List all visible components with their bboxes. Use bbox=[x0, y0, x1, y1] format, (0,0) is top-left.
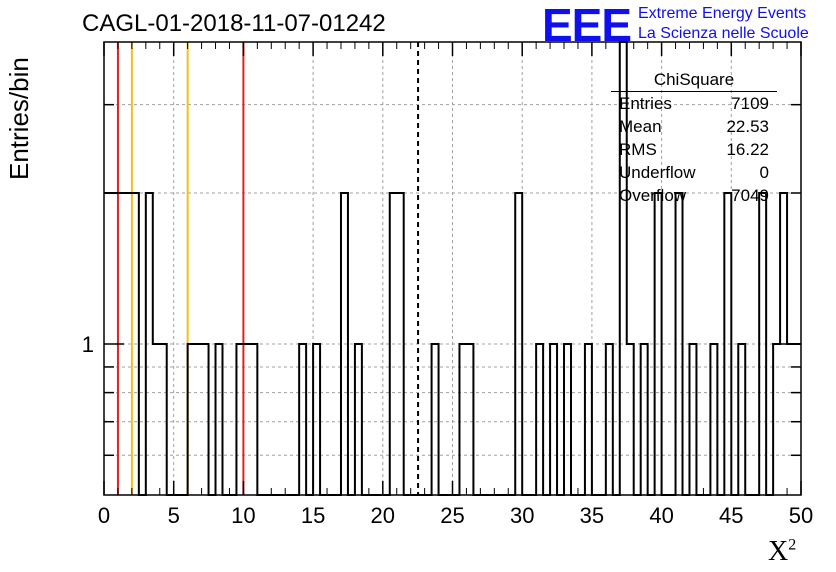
stats-label: Entries bbox=[619, 94, 672, 113]
x-tick-label: 30 bbox=[510, 503, 534, 528]
x-tick-label: 5 bbox=[168, 503, 180, 528]
stats-label: Overflow bbox=[619, 186, 687, 205]
chart-title: CAGL-01-2018-11-07-01242 bbox=[82, 10, 386, 37]
stats-label: RMS bbox=[619, 140, 657, 159]
x-tick-label: 40 bbox=[649, 503, 673, 528]
x-axis-label-base: X bbox=[768, 536, 789, 567]
stats-box: ChiSquare Entries 7109 Mean 22.53 RMS 16.22… bbox=[611, 68, 777, 207]
stats-row-overflow: Overflow 7049 bbox=[611, 184, 777, 207]
x-tick-label: 25 bbox=[440, 503, 464, 528]
stats-row-entries: Entries 7109 bbox=[611, 92, 777, 115]
stats-row-mean: Mean 22.53 bbox=[611, 115, 777, 138]
stats-value: 22.53 bbox=[726, 117, 769, 136]
x-tick-label: 50 bbox=[789, 503, 813, 528]
logo-line-2: La Scienza nelle Scuole bbox=[638, 25, 809, 42]
stats-value: 7109 bbox=[731, 94, 769, 113]
x-axis-label-superscript: 2 bbox=[788, 536, 797, 554]
x-tick-label: 45 bbox=[719, 503, 743, 528]
x-tick-label: 35 bbox=[580, 503, 604, 528]
axis-ticks bbox=[103, 42, 802, 495]
x-tick-label: 20 bbox=[371, 503, 395, 528]
grid-lines bbox=[104, 42, 801, 495]
stats-value: 0 bbox=[759, 163, 769, 182]
reference-lines bbox=[116, 42, 420, 495]
stats-title: ChiSquare bbox=[611, 68, 777, 92]
stats-row-underflow: Underflow 0 bbox=[611, 161, 777, 184]
stats-row-rms: RMS 16.22 bbox=[611, 138, 777, 161]
eee-logo-text: Extreme Energy Events La Scienza nelle S… bbox=[638, 4, 809, 44]
stats-label: Underflow bbox=[619, 163, 696, 182]
logo-line-1: Extreme Energy Events bbox=[638, 5, 807, 22]
x-tick-label: 10 bbox=[231, 503, 255, 528]
x-tick-label: 0 bbox=[98, 503, 110, 528]
y-tick-label: 1 bbox=[82, 332, 94, 357]
stats-value: 16.22 bbox=[726, 140, 769, 159]
axis-tick-labels: 0 5 10 15 20 25 30 35 40 45 50 1 bbox=[82, 332, 813, 528]
stats-value: 7049 bbox=[731, 186, 769, 205]
x-tick-label: 15 bbox=[301, 503, 325, 528]
x-axis-label: X2 bbox=[768, 536, 796, 568]
y-axis-label: Entries/bin bbox=[4, 57, 34, 180]
stats-label: Mean bbox=[619, 117, 662, 136]
eee-logo: EEE bbox=[542, 0, 632, 51]
